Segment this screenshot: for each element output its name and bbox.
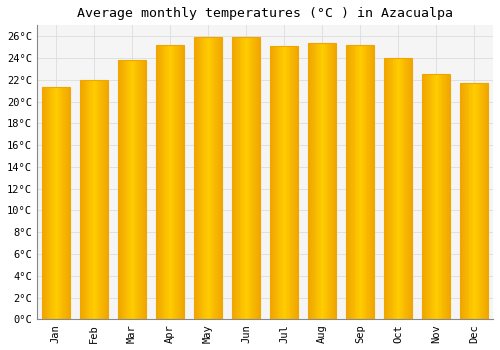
Bar <box>422 74 450 320</box>
Bar <box>346 45 374 320</box>
Title: Average monthly temperatures (°C ) in Azacualpa: Average monthly temperatures (°C ) in Az… <box>77 7 453 20</box>
Bar <box>308 43 336 320</box>
Bar <box>118 60 146 320</box>
Bar <box>384 58 411 320</box>
Bar <box>194 37 222 320</box>
Bar <box>460 83 487 320</box>
Bar <box>42 88 70 320</box>
Bar <box>270 46 297 320</box>
Bar <box>156 45 184 320</box>
Bar <box>232 37 260 320</box>
Bar <box>80 80 108 320</box>
